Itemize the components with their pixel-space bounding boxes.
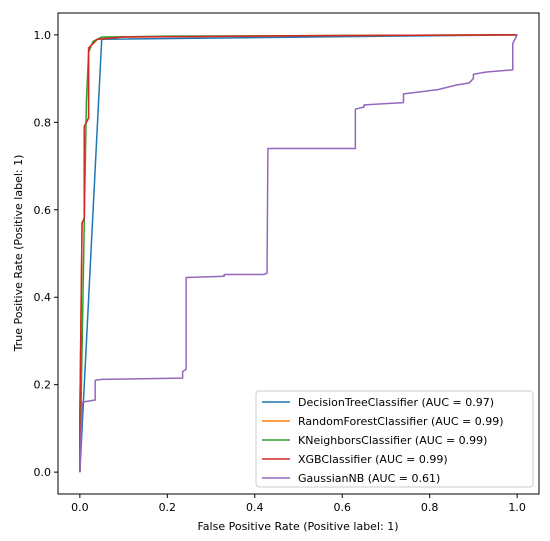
series-lines: [79, 34, 518, 473]
legend-label-1: RandomForestClassifier (AUC = 0.99): [298, 415, 504, 428]
y-tick-label: 0.6: [34, 204, 52, 217]
y-tick-label: 0.8: [34, 116, 52, 129]
y-axis-label: True Positive Rate (Positive label: 1): [12, 155, 25, 353]
legend-label-0: DecisionTreeClassifier (AUC = 0.97): [298, 396, 494, 409]
x-tick-label: 0.4: [246, 501, 264, 514]
plot-frame: [57, 12, 540, 495]
y-tick-label: 0.4: [34, 291, 52, 304]
y-tick-label: 0.2: [34, 379, 52, 392]
x-tick-label: 0.2: [159, 501, 177, 514]
y-axis-ticks: 0.0 0.2 0.4 0.6 0.8 1.0: [34, 29, 58, 479]
x-tick-label: 1.0: [508, 501, 526, 514]
legend-label-3: XGBClassifier (AUC = 0.99): [298, 453, 448, 466]
legend-label-2: KNeighborsClassifier (AUC = 0.99): [298, 434, 487, 447]
y-tick-label: 1.0: [34, 29, 52, 42]
x-tick-label: 0.0: [71, 501, 89, 514]
x-tick-label: 0.6: [333, 501, 351, 514]
series-line-3: [79, 34, 518, 473]
legend-box: [255, 390, 534, 488]
series-line-4: [79, 34, 518, 473]
y-tick-label: 0.0: [34, 466, 52, 479]
x-axis-ticks: 0.0 0.2 0.4 0.6 0.8 1.0: [71, 494, 526, 514]
x-axis-label: False Positive Rate (Positive label: 1): [197, 520, 398, 533]
x-tick-label: 0.8: [421, 501, 439, 514]
legend: DecisionTreeClassifier (AUC = 0.97) Rando…: [255, 390, 534, 488]
legend-label-4: GaussianNB (AUC = 0.61): [298, 472, 440, 485]
